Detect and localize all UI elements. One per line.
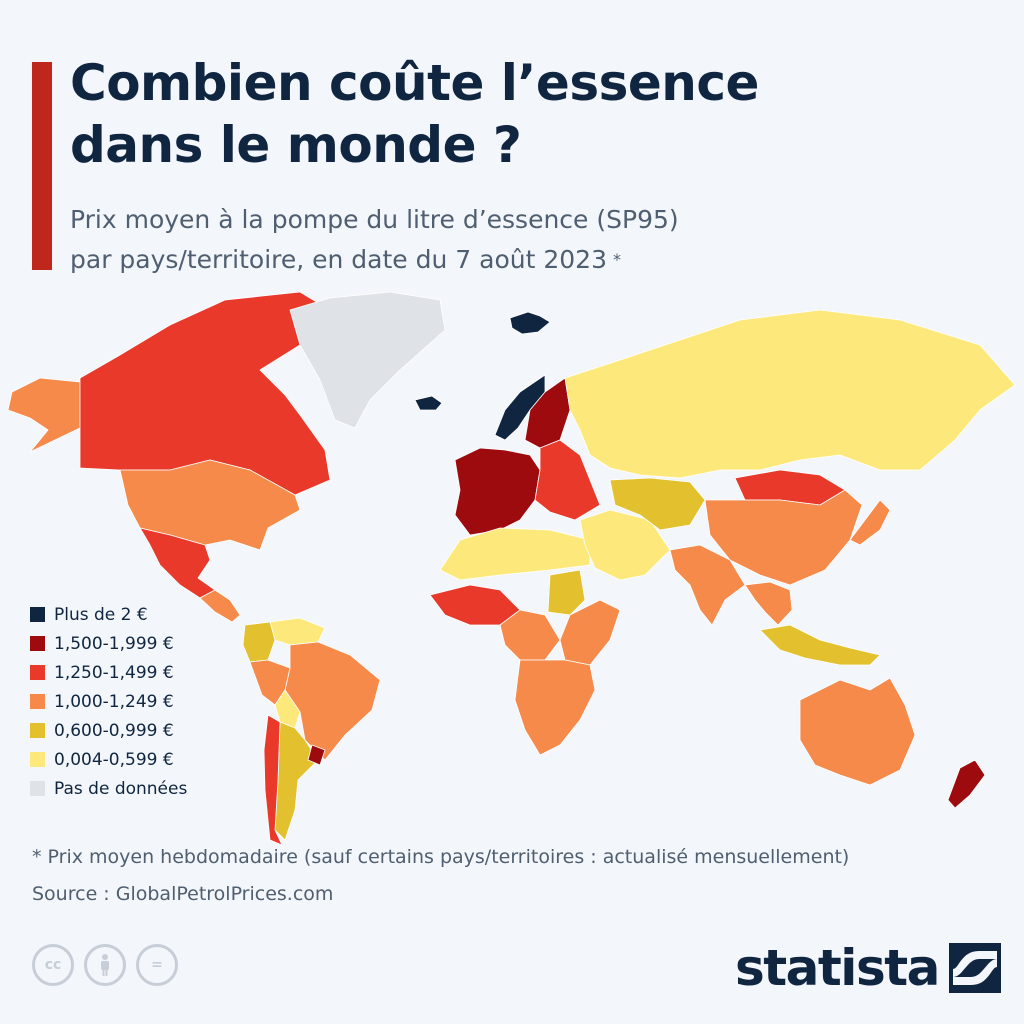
legend-swatch — [30, 781, 45, 796]
region-iceland — [414, 395, 443, 411]
legend-item: 1,000-1,249 € — [30, 687, 187, 716]
legend-swatch — [30, 752, 45, 767]
legend-label: 1,250-1,499 € — [54, 662, 174, 683]
region-east-africa — [559, 599, 621, 666]
region-west-africa — [429, 584, 521, 626]
region-sweden-finland — [524, 377, 571, 449]
map-legend: Plus de 2 € 1,500-1,999 € 1,250-1,499 € … — [30, 600, 187, 803]
license-icons: cc = — [32, 944, 178, 986]
subtitle-asterisk: * — [612, 250, 621, 269]
by-icon[interactable] — [84, 944, 126, 986]
region-indonesia — [759, 624, 881, 666]
region-north-africa — [439, 527, 591, 581]
region-chile — [263, 714, 282, 844]
region-southeast-asia — [744, 581, 793, 626]
region-svalbard — [509, 311, 551, 335]
legend-item: 1,500-1,999 € — [30, 629, 187, 658]
region-central-africa — [499, 609, 561, 661]
legend-swatch — [30, 723, 45, 738]
legend-swatch — [30, 694, 45, 709]
region-venezuela — [269, 617, 326, 646]
region-australia — [799, 677, 916, 786]
region-central-asia — [609, 477, 706, 531]
region-central-america — [199, 589, 241, 623]
legend-item: 0,600-0,999 € — [30, 716, 187, 745]
brand-name: statista — [735, 939, 940, 997]
region-greenland — [289, 291, 446, 429]
region-india — [669, 544, 746, 626]
legend-swatch — [30, 665, 45, 680]
source-line: Source : GlobalPetrolPrices.com — [32, 883, 334, 905]
legend-label: Plus de 2 € — [54, 604, 148, 625]
legend-item: 1,250-1,499 € — [30, 658, 187, 687]
accent-bar — [32, 62, 52, 270]
subtitle-text: Prix moyen à la pompe du litre d’essence… — [70, 205, 679, 274]
region-japan — [849, 499, 891, 546]
world-map — [7, 291, 1016, 844]
legend-item: Pas de données — [30, 774, 187, 803]
statista-logo-icon — [948, 943, 1001, 993]
legend-label: 1,000-1,249 € — [54, 691, 174, 712]
legend-label: 1,500-1,999 € — [54, 633, 174, 654]
statista-logo[interactable]: statista — [735, 938, 1001, 998]
region-middle-east — [579, 509, 671, 581]
region-western-europe — [454, 447, 541, 536]
region-colombia — [242, 621, 276, 663]
region-new-zealand — [947, 759, 986, 809]
region-sudan — [547, 569, 586, 616]
region-eastern-europe — [534, 439, 601, 521]
region-russia — [564, 309, 1016, 479]
legend-label: 0,004-0,599 € — [54, 749, 174, 770]
nd-icon[interactable]: = — [136, 944, 178, 986]
region-uruguay — [307, 744, 326, 766]
page-subtitle: Prix moyen à la pompe du litre d’essence… — [70, 200, 679, 280]
region-southern-africa — [514, 659, 596, 756]
region-alaska — [7, 377, 81, 453]
page-title: Combien coûte l’essence dans le monde ? — [70, 54, 759, 174]
legend-swatch — [30, 607, 45, 622]
legend-item: 0,004-0,599 € — [30, 745, 187, 774]
legend-label: Pas de données — [54, 778, 188, 799]
cc-icon[interactable]: cc — [32, 944, 74, 986]
legend-label: 0,600-0,999 € — [54, 720, 174, 741]
footnote: * Prix moyen hebdomadaire (sauf certains… — [32, 846, 850, 868]
legend-item: Plus de 2 € — [30, 600, 187, 629]
legend-swatch — [30, 636, 45, 651]
